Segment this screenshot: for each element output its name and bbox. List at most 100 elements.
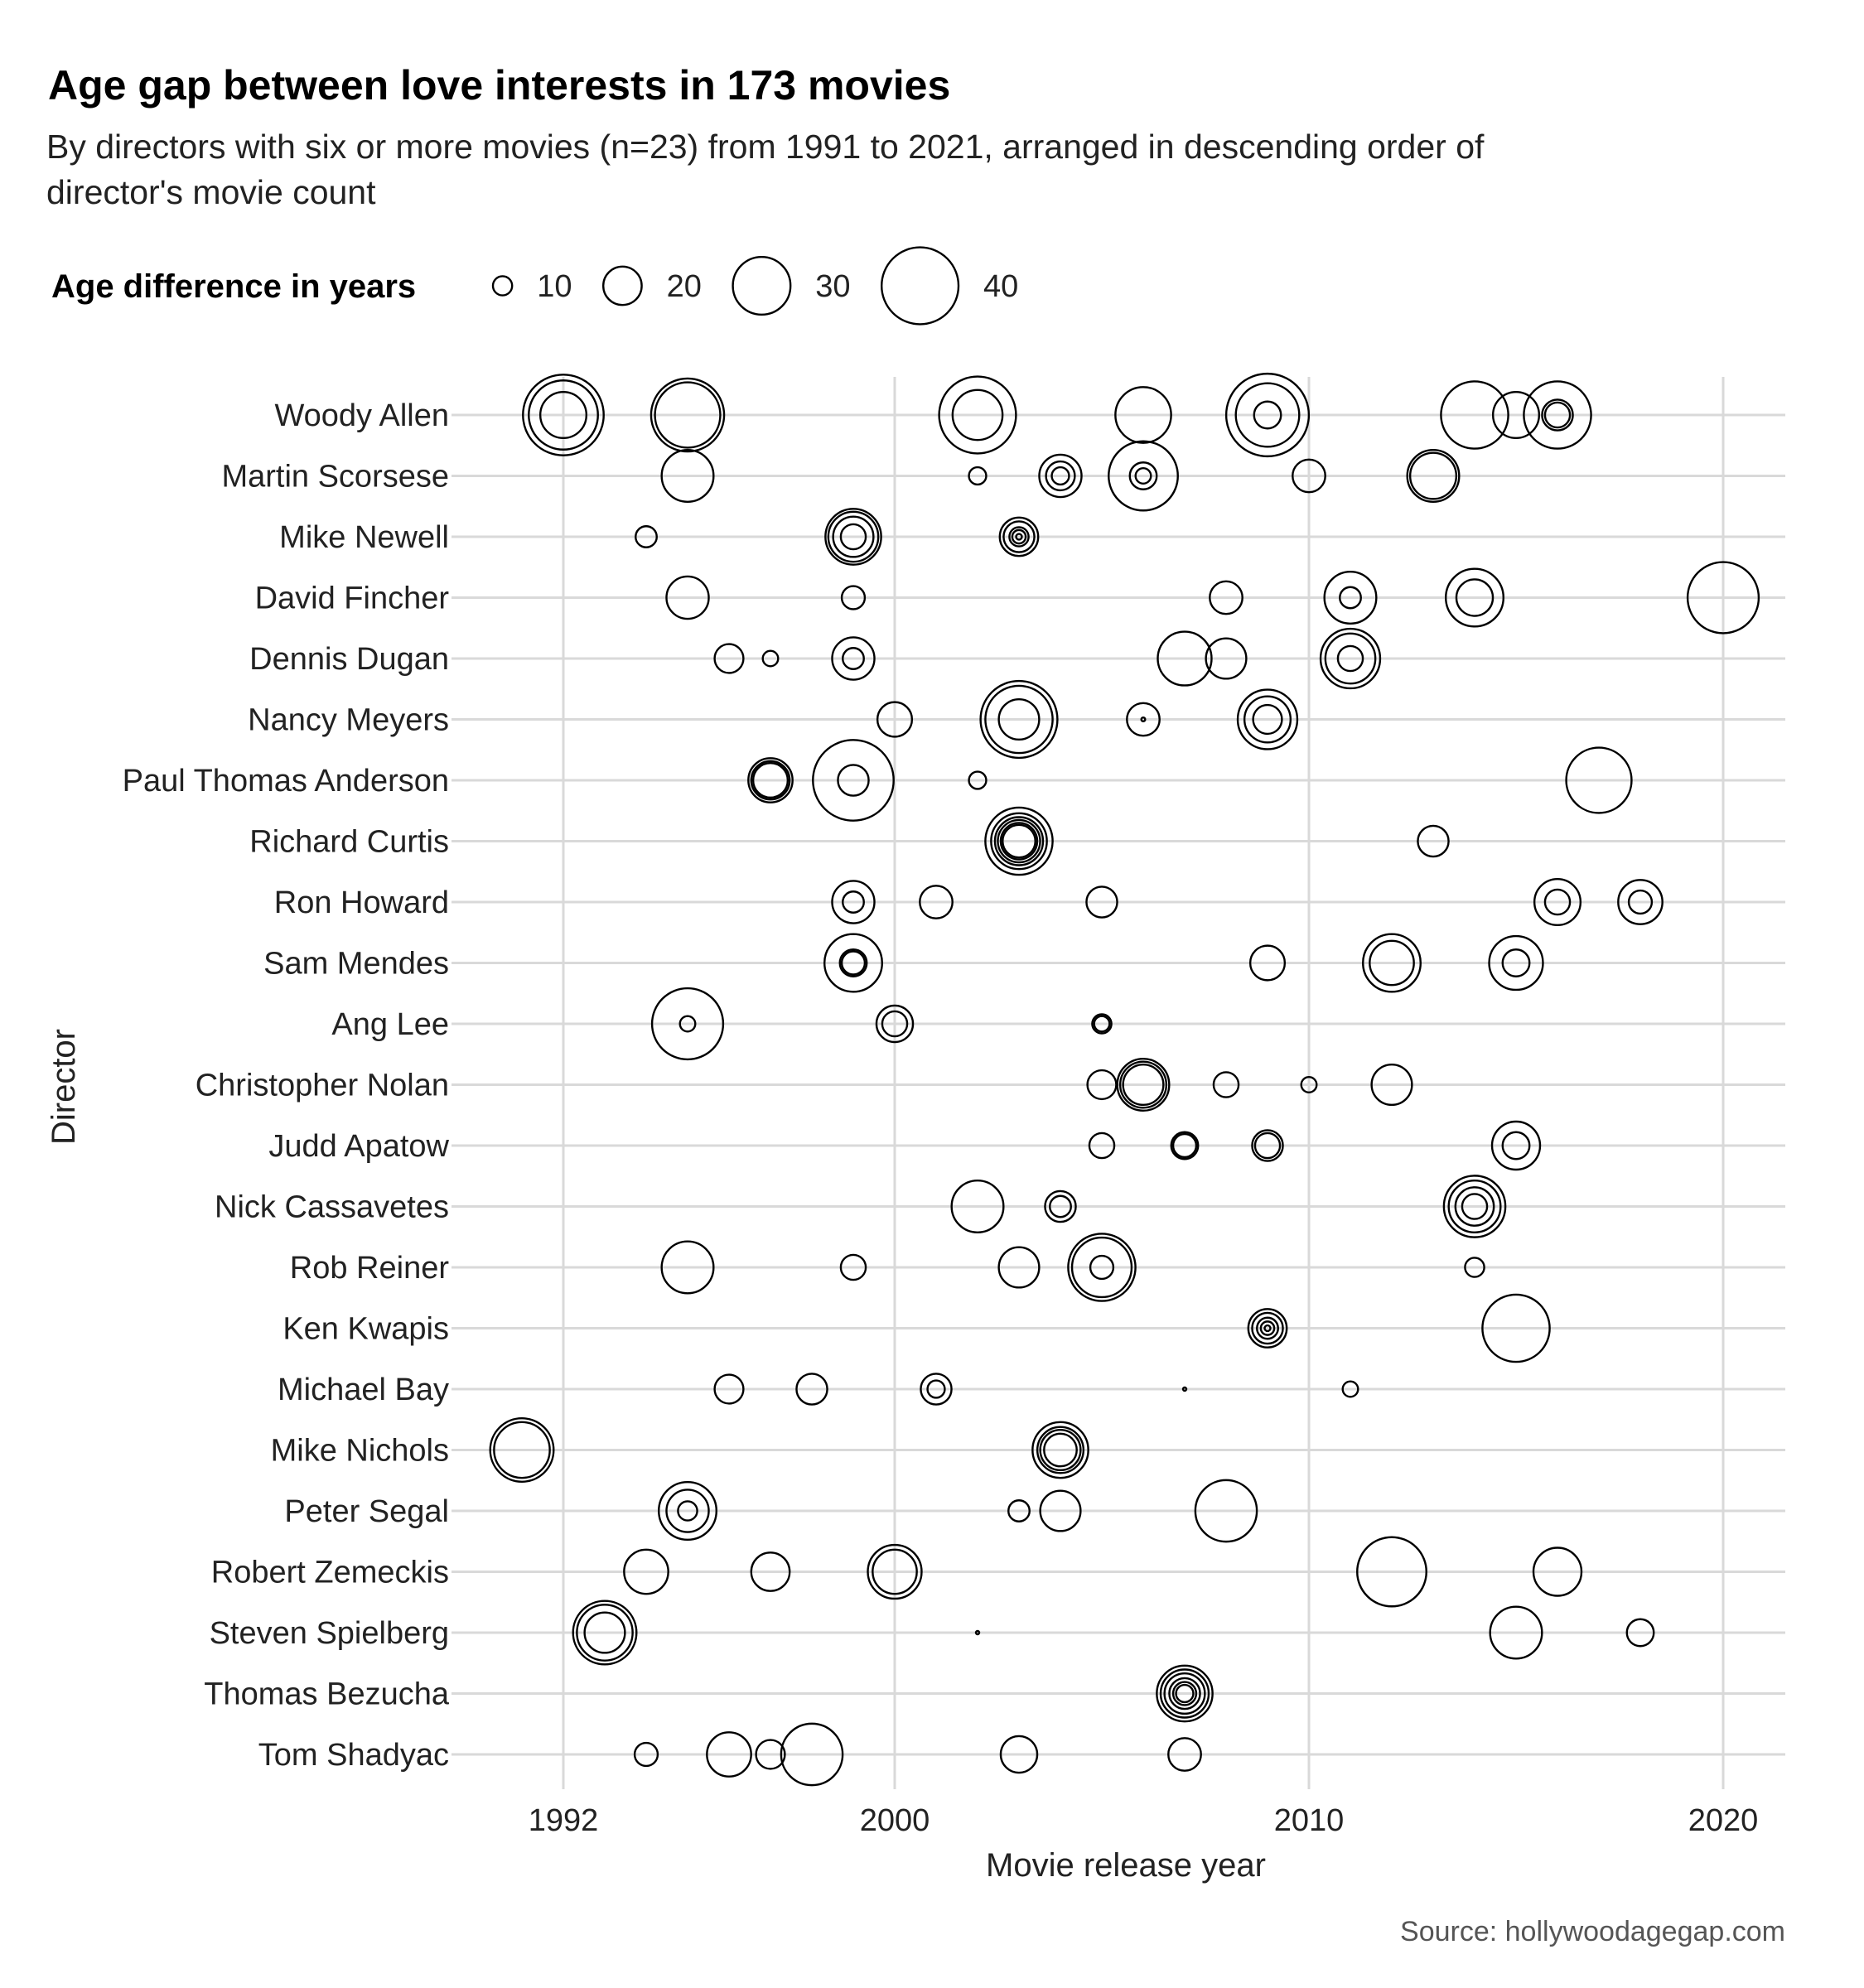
bubble-mike-nichols-2004-3: [1043, 1432, 1078, 1468]
bubble-dennis-dugan-2011-1: [1324, 632, 1377, 685]
bubble-nancy-meyers-2006-0: [1126, 702, 1161, 737]
bubble-tom-shadyac-1996-0: [706, 1731, 752, 1778]
bubble-tom-shadyac-2007-0: [1167, 1737, 1202, 1772]
director-label-peter-segal: Peter Segal: [284, 1494, 449, 1529]
bubble-woody-allen-2009-2: [1253, 400, 1282, 430]
director-label-ken-kwapis: Ken Kwapis: [282, 1312, 449, 1347]
y-axis-title: Director: [46, 1029, 82, 1145]
bubble-paul-thomas-anderson-1999-1: [837, 764, 870, 797]
bubble-martin-scorsese-2002-0: [968, 466, 988, 486]
bubble-woody-allen-1995-0: [650, 377, 726, 453]
bubble-thomas-bezucha-2007-3: [1168, 1677, 1201, 1711]
bubble-christopher-nolan-2008-0: [1212, 1071, 1240, 1098]
bubble-steven-spielberg-1993-1: [576, 1604, 634, 1662]
bubble-robert-zemeckis-2016-0: [1532, 1546, 1583, 1597]
director-label-nick-cassavetes: Nick Cassavetes: [215, 1190, 449, 1225]
bubble-nick-cassavetes-2014-2: [1454, 1186, 1495, 1227]
bubble-nick-cassavetes-2014-0: [1442, 1175, 1507, 1238]
bubble-nick-cassavetes-2002-0: [950, 1179, 1005, 1234]
bubble-sam-mendes-2015-0: [1488, 934, 1544, 992]
bubble-woody-allen-1995-1: [654, 381, 722, 449]
bubble-mike-newell-1999-0: [824, 508, 882, 566]
size-legend-items: 10 20 30 40: [491, 246, 1018, 326]
bubble-richard-curtis-2003-4: [999, 822, 1039, 861]
bubble-nancy-meyers-2009-1: [1243, 695, 1292, 744]
bubble-ken-kwapis-2015-0: [1481, 1293, 1551, 1363]
bubble-ron-howard-2018-1: [1627, 889, 1654, 915]
bubble-tom-shadyac-2003-0: [999, 1735, 1039, 1774]
bubble-woody-allen-2009-1: [1234, 382, 1301, 448]
director-label-martin-scorsese: Martin Scorsese: [221, 460, 449, 495]
bubble-robert-zemeckis-2000-0: [867, 1543, 923, 1600]
bubble-ang-lee-1995-1: [678, 1015, 697, 1033]
bubble-nick-cassavetes-2004-0: [1044, 1189, 1077, 1223]
bubble-richard-curtis-2003-5: [1002, 823, 1036, 859]
bubble-mike-newell-2003-3: [1011, 528, 1027, 545]
bubble-mike-newell-1994-0: [635, 525, 658, 548]
bubble-dennis-dugan-2007-0: [1157, 630, 1213, 687]
bubble-mike-nichols-2004-1: [1036, 1426, 1085, 1474]
bubble-judd-apatow-2007-1: [1171, 1132, 1198, 1159]
bubble-peter-segal-2004-0: [1039, 1489, 1082, 1532]
bubble-rob-reiner-2014-0: [1464, 1257, 1485, 1278]
bubble-ken-kwapis-2009-4: [1263, 1324, 1272, 1333]
bubble-dennis-dugan-1999-0: [831, 636, 876, 681]
bubble-martin-scorsese-2006-0: [1108, 440, 1179, 512]
size-legend-label-30: 30: [815, 269, 850, 304]
bubble-dennis-dugan-1997-0: [761, 649, 780, 668]
bubble-ken-kwapis-2009-2: [1256, 1316, 1279, 1340]
bubble-christopher-nolan-2006-0: [1116, 1057, 1171, 1112]
bubble-mike-nichols-1991-1: [493, 1421, 551, 1479]
bubble-judd-apatow-2009-0: [1251, 1129, 1284, 1162]
bubble-richard-curtis-2003-1: [990, 812, 1048, 871]
bubble-rob-reiner-2005-2: [1089, 1254, 1115, 1281]
bubble-woody-allen-2016-2: [1543, 401, 1572, 429]
bubble-woody-allen-2006-0: [1114, 386, 1172, 444]
bubble-dennis-dugan-2008-0: [1205, 637, 1248, 680]
bubble-steven-spielberg-2015-0: [1489, 1605, 1543, 1660]
bubble-ron-howard-2018-0: [1617, 879, 1664, 925]
bubble-robert-zemeckis-2000-1: [872, 1548, 918, 1595]
director-label-paul-thomas-anderson: Paul Thomas Anderson: [123, 764, 449, 799]
bubble-michael-bay-1996-0: [713, 1373, 745, 1405]
bubble-robert-zemeckis-1994-0: [623, 1548, 669, 1595]
bubble-mike-newell-2003-0: [998, 516, 1040, 557]
director-labels: Woody Allen Martin Scorsese Mike Newell Dav…: [123, 398, 450, 1773]
director-label-michael-bay: Michael Bay: [278, 1373, 449, 1407]
bubble-judd-apatow-2007-0: [1170, 1131, 1200, 1160]
director-label-thomas-bezucha: Thomas Bezucha: [204, 1677, 450, 1712]
bubble-martin-scorsese-2004-2: [1050, 466, 1070, 486]
bubble-tom-shadyac-1998-0: [780, 1722, 844, 1787]
bubble-paul-thomas-anderson-1997-0: [747, 757, 794, 803]
bubble-nick-cassavetes-2014-3: [1461, 1193, 1489, 1220]
bubble-christopher-nolan-2005-0: [1086, 1069, 1118, 1101]
bubble-rob-reiner-2003-0: [997, 1246, 1041, 1289]
bubble-ang-lee-2005-0: [1091, 1013, 1113, 1035]
bubble-christopher-nolan-2006-2: [1122, 1063, 1165, 1107]
bubble-tom-shadyac-1994-0: [633, 1741, 659, 1768]
bubble-nancy-meyers-2006-1: [1140, 716, 1147, 723]
bubble-martin-scorsese-1995-0: [660, 448, 715, 504]
bubble-michael-bay-1998-0: [795, 1373, 828, 1406]
bubble-woody-allen-1992-2: [538, 390, 588, 440]
director-label-richard-curtis: Richard Curtis: [249, 825, 449, 860]
bubble-richard-curtis-2003-3: [997, 818, 1041, 864]
bubble-mike-nichols-2004-0: [1031, 1421, 1089, 1479]
director-label-steven-spielberg: Steven Spielberg: [210, 1616, 449, 1651]
x-tick-label-1992: 1992: [529, 1803, 599, 1838]
size-legend: Age difference in years 10 20 30 40: [51, 246, 1018, 326]
bubble-richard-curtis-2003-2: [993, 816, 1045, 866]
bubble-ron-howard-1999-1: [842, 890, 865, 914]
director-label-sam-mendes: Sam Mendes: [263, 947, 449, 982]
bubble-mike-newell-1999-3: [839, 523, 867, 551]
size-legend-title: Age difference in years: [51, 268, 416, 305]
bubble-david-fincher-1995-0: [665, 575, 710, 620]
size-legend-label-10: 10: [537, 269, 572, 304]
bubble-david-fincher-2014-0: [1444, 567, 1504, 628]
data-bubbles: [489, 372, 1760, 1787]
director-label-mike-newell: Mike Newell: [279, 520, 449, 555]
bubble-thomas-bezucha-2007-0: [1156, 1664, 1214, 1723]
bubble-david-fincher-2020-0: [1686, 561, 1760, 635]
bubble-paul-thomas-anderson-1997-2: [751, 761, 790, 799]
